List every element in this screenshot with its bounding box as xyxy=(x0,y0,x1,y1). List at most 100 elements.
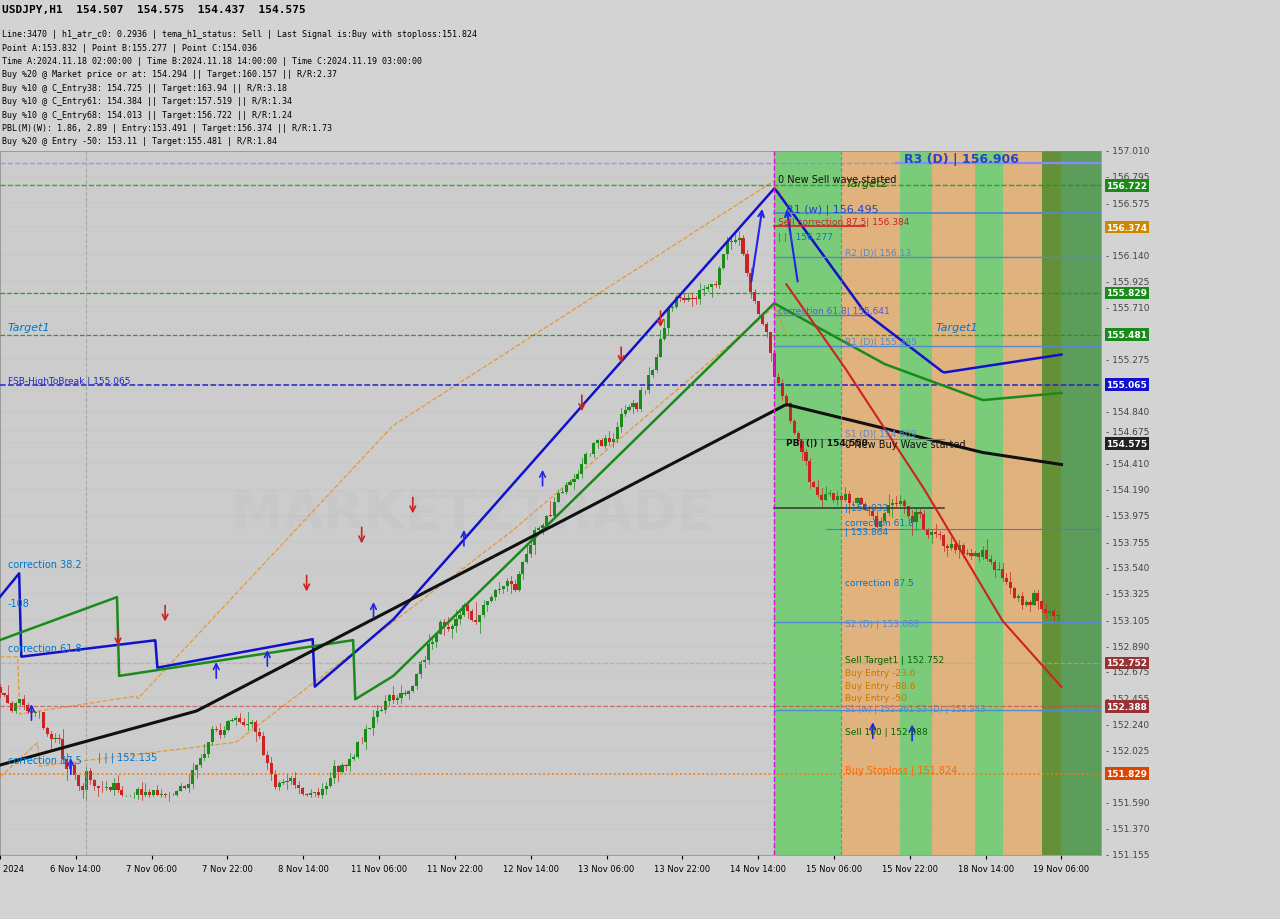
Bar xyxy=(707,288,709,289)
Bar xyxy=(989,560,992,562)
Bar xyxy=(561,493,563,494)
Bar xyxy=(113,784,115,790)
Bar xyxy=(301,789,305,794)
Text: - 156.140: - 156.140 xyxy=(1106,252,1149,261)
Text: correction 38.2: correction 38.2 xyxy=(8,559,82,569)
Bar xyxy=(399,693,403,698)
Bar xyxy=(84,771,88,790)
Text: - 155.925: - 155.925 xyxy=(1106,278,1149,287)
Bar xyxy=(900,152,932,855)
Bar xyxy=(855,499,859,504)
Bar xyxy=(722,255,724,268)
Bar xyxy=(486,601,489,605)
Bar xyxy=(1005,579,1009,583)
Bar xyxy=(396,698,398,700)
Text: Buy Stoploss | 151.824: Buy Stoploss | 151.824 xyxy=(845,765,957,775)
Text: 151.829: 151.829 xyxy=(1106,769,1147,778)
Text: - 152.890: - 152.890 xyxy=(1106,641,1149,651)
Text: - 154.410: - 154.410 xyxy=(1106,460,1149,469)
Bar xyxy=(223,731,225,735)
Bar xyxy=(81,787,84,790)
Bar xyxy=(950,544,954,549)
Bar xyxy=(253,722,257,732)
Bar xyxy=(305,794,308,795)
Bar xyxy=(364,729,367,743)
Text: - 154.675: - 154.675 xyxy=(1106,427,1149,437)
Text: 155.829: 155.829 xyxy=(1106,289,1147,298)
Bar xyxy=(774,152,841,855)
Bar xyxy=(428,644,430,661)
Text: correction 61.8| 155,641: correction 61.8| 155,641 xyxy=(778,307,890,316)
Text: - 151.155: - 151.155 xyxy=(1106,850,1149,859)
Text: 155.481: 155.481 xyxy=(1106,331,1147,340)
Bar xyxy=(33,712,37,713)
Text: - 152.240: - 152.240 xyxy=(1106,720,1149,729)
Text: R1 (w) | 156.495: R1 (w) | 156.495 xyxy=(786,204,879,214)
Bar xyxy=(1024,602,1028,606)
Text: Buy %20 @ Entry -88: 192.552 | Target:155.829 | R/R:4.5: Buy %20 @ Entry -88: 192.552 | Target:15… xyxy=(3,151,278,159)
Bar xyxy=(1033,594,1036,605)
Text: | 153.864: | 153.864 xyxy=(845,528,888,537)
Bar xyxy=(0,687,1,693)
Bar xyxy=(733,241,737,243)
Text: - 154.840: - 154.840 xyxy=(1106,408,1149,416)
Bar xyxy=(211,729,214,743)
Bar xyxy=(580,464,584,474)
Bar xyxy=(813,482,815,487)
Bar xyxy=(1028,602,1032,605)
Bar xyxy=(1012,588,1016,598)
Bar xyxy=(356,743,360,757)
Bar xyxy=(502,586,504,589)
Bar xyxy=(1048,612,1051,613)
Bar xyxy=(105,788,108,789)
Bar xyxy=(325,786,328,789)
Text: Buy Entry -23.6: Buy Entry -23.6 xyxy=(845,668,915,677)
Bar xyxy=(745,255,749,274)
Bar xyxy=(576,474,580,480)
Bar xyxy=(435,634,438,642)
Bar xyxy=(97,787,100,789)
Bar xyxy=(545,516,548,525)
Bar xyxy=(187,784,191,789)
Bar xyxy=(648,376,650,391)
Bar xyxy=(532,531,536,545)
Bar xyxy=(147,792,151,795)
Bar xyxy=(58,738,60,739)
Bar xyxy=(69,766,73,769)
Text: 0 New Buy Wave started: 0 New Buy Wave started xyxy=(845,439,965,449)
Bar xyxy=(490,596,493,601)
Bar xyxy=(841,152,900,855)
Bar xyxy=(50,734,52,740)
Bar xyxy=(1002,152,1061,855)
Text: correction 87.5: correction 87.5 xyxy=(8,754,82,765)
Bar xyxy=(439,623,442,634)
Bar xyxy=(308,793,312,795)
Bar xyxy=(659,339,662,357)
Bar xyxy=(77,776,81,787)
Text: 155.065: 155.065 xyxy=(1106,380,1147,390)
Bar xyxy=(785,396,788,403)
Bar xyxy=(832,494,835,501)
Text: Sell 100 | 152.388: Sell 100 | 152.388 xyxy=(845,727,928,736)
Bar xyxy=(238,719,242,722)
Bar xyxy=(494,591,497,596)
Bar xyxy=(215,729,218,731)
Text: - 153.540: - 153.540 xyxy=(1106,563,1149,573)
Text: correction 61.8: correction 61.8 xyxy=(845,518,914,528)
Bar xyxy=(978,554,980,558)
Text: 152.752: 152.752 xyxy=(1106,658,1147,667)
Bar xyxy=(388,695,390,701)
Bar xyxy=(572,480,576,482)
Bar xyxy=(474,620,477,623)
Text: | | | 152.135: | | | 152.135 xyxy=(99,751,157,762)
Text: Buy %20 @ Market price or at: 154.294 || Target:160.157 || R/R:2.37: Buy %20 @ Market price or at: 154.294 ||… xyxy=(3,71,337,79)
Bar xyxy=(762,314,764,324)
Text: USDJPY,H1  154.507  154.575  154.437  154.575: USDJPY,H1 154.507 154.575 154.437 154.57… xyxy=(3,5,306,15)
Bar xyxy=(902,502,906,506)
Bar xyxy=(891,504,893,505)
Bar xyxy=(109,788,111,790)
Bar xyxy=(781,383,783,396)
Bar xyxy=(836,496,838,501)
Text: Target1: Target1 xyxy=(8,323,50,333)
Bar xyxy=(938,534,941,536)
